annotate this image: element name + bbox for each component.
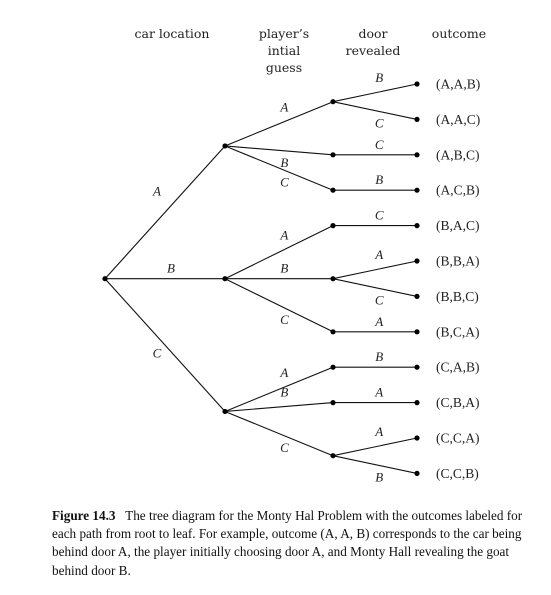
tree-edge: [104, 145, 226, 280]
branch-node: [330, 453, 336, 459]
edge-label: B: [280, 385, 288, 400]
outcome-label: (A,C,B): [436, 183, 480, 198]
edge-label: A: [279, 100, 288, 115]
branch-node: [330, 329, 336, 335]
figure-caption: Figure 14.3 The tree diagram for the Mon…: [52, 507, 536, 580]
leaf-node: [414, 364, 420, 370]
edge-label: B: [280, 261, 288, 276]
outcome-label: (C,B,A): [436, 395, 480, 410]
tree-edges: [104, 83, 418, 474]
tree-edge: [224, 366, 334, 412]
outcome-label: (B,B,A): [436, 254, 480, 269]
edge-label: A: [374, 424, 383, 439]
outcome-label: (C,C,A): [436, 431, 480, 446]
header-outcome: outcome: [432, 26, 486, 41]
leaf-node: [414, 223, 420, 229]
tree-edge: [224, 410, 334, 457]
figure-label: Figure 14.3: [52, 508, 116, 523]
tree-edge: [332, 278, 418, 297]
leaf-node: [414, 116, 420, 122]
tree-edge: [224, 145, 334, 156]
figure-caption-text: The tree diagram for the Monty Hal Probl…: [52, 508, 523, 578]
tree-edge: [332, 83, 418, 103]
branch-node: [222, 276, 228, 282]
outcome-label: (C,C,B): [436, 466, 479, 481]
outcome-label: (C,A,B): [436, 360, 480, 375]
outcome-label: (B,C,A): [436, 324, 480, 339]
leaf-node: [414, 329, 420, 335]
edge-label: C: [280, 312, 289, 327]
header-car-location: car location: [135, 26, 210, 41]
tree-edge: [224, 278, 334, 333]
leaf-node: [414, 293, 420, 299]
edge-label: B: [375, 172, 383, 187]
branch-node: [330, 187, 336, 193]
edge-label: B: [167, 261, 175, 276]
edge-label: B: [375, 469, 383, 484]
tree-edge: [224, 145, 334, 191]
branch-node: [222, 408, 228, 415]
tree-edge: [224, 101, 334, 147]
tree-edge: [332, 101, 418, 120]
branch-node: [330, 400, 336, 406]
edge-label: A: [279, 227, 288, 242]
tree-edge: [224, 225, 334, 280]
edge-label: B: [375, 70, 383, 85]
edge-label: C: [375, 292, 384, 307]
monty-hall-tree-diagram: car location player’s intial guess door …: [102, 26, 486, 484]
edge-label: A: [279, 365, 288, 380]
leaf-node: [414, 435, 420, 441]
edge-label: A: [374, 385, 383, 400]
outcome-label: (B,A,C): [436, 218, 480, 233]
outcome-label: (B,B,C): [436, 289, 479, 304]
leaf-node: [414, 258, 420, 264]
edge-label: C: [280, 174, 289, 189]
outcome-label: (A,A,B): [436, 77, 480, 92]
header-player-guess-line-3: guess: [266, 60, 302, 75]
edge-label: C: [280, 440, 289, 455]
outcome-label: (A,B,C): [436, 147, 480, 162]
edge-label: B: [375, 349, 383, 364]
branch-node: [330, 364, 336, 370]
leaf-node: [414, 187, 420, 193]
branch-node: [330, 223, 336, 229]
edge-label: A: [152, 184, 161, 199]
outcome-list: (A,A,B) (A,A,C) (A,B,C) (A,C,B) (B,A,C) (B,B,…: [436, 77, 480, 481]
header-door-revealed-line-2: revealed: [346, 43, 401, 58]
branch-node: [330, 99, 336, 105]
edge-label: A: [374, 314, 383, 329]
tree-edge: [332, 260, 418, 280]
leaf-node: [414, 152, 420, 158]
header-player-guess-line-1: player’s: [259, 26, 309, 41]
leaf-node: [414, 400, 420, 406]
edge-label: C: [375, 115, 384, 130]
outcome-label: (A,A,C): [436, 112, 480, 127]
leaf-node: [414, 81, 420, 87]
edge-label: C: [375, 137, 384, 152]
branch-node: [222, 143, 228, 149]
branch-node: [330, 152, 336, 158]
tree-edge: [104, 278, 226, 412]
edge-label: B: [280, 155, 288, 170]
tree-nodes: [102, 81, 420, 476]
root-node: [102, 276, 108, 282]
tree-edge: [332, 455, 418, 474]
header-player-guess-line-2: intial: [268, 43, 301, 58]
edge-label: C: [153, 346, 162, 361]
header-door-revealed-line-1: door: [358, 26, 387, 41]
edge-label: A: [374, 247, 383, 262]
edge-label: C: [375, 208, 384, 223]
branch-node: [330, 276, 336, 282]
tree-edge: [224, 402, 334, 412]
leaf-node: [414, 470, 420, 476]
tree-edge: [332, 437, 418, 457]
